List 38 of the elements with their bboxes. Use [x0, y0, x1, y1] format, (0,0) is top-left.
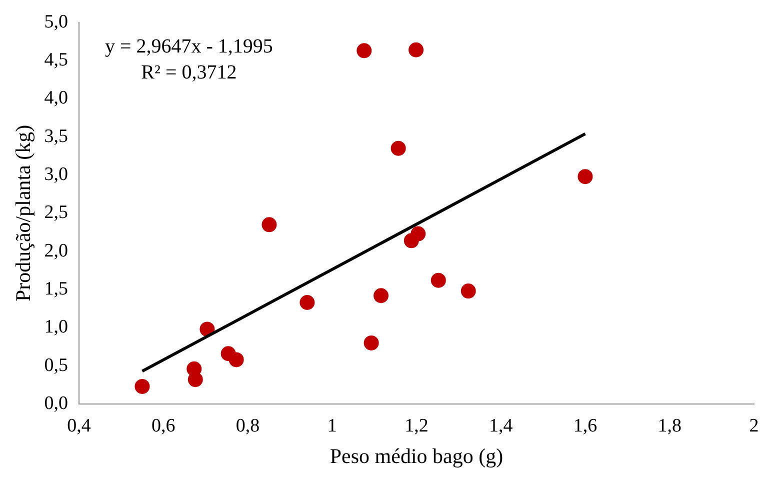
x-tick-label: 1,8 — [658, 415, 682, 436]
y-tick-label: 2,5 — [44, 202, 68, 224]
x-tick-label: 1,6 — [573, 415, 598, 436]
y-tick-label: 4,5 — [44, 50, 68, 71]
point — [262, 217, 277, 232]
point — [134, 378, 150, 394]
y-tick-label: 1,0 — [44, 316, 68, 338]
y-tick-label: 3,0 — [44, 164, 68, 186]
x-tick-label: 1 — [327, 415, 337, 436]
annotation: R² = 0,3712 — [141, 61, 237, 84]
y-tick-label: 5,0 — [44, 11, 68, 32]
x-axis-title: Peso médio bago (g) — [330, 444, 504, 468]
x-tick-label: 2 — [749, 415, 759, 436]
x-tick-label: 0,6 — [151, 415, 176, 436]
x-tick-label: 1,4 — [488, 415, 514, 436]
point — [578, 169, 593, 184]
y-tick-label: 0,5 — [44, 354, 68, 376]
point — [364, 335, 379, 350]
point — [408, 42, 424, 58]
y-tick-label: 0,0 — [44, 392, 68, 414]
y-tick-label: 4,0 — [44, 88, 68, 109]
annotation: y = 2,9647x - 1,1995 — [104, 35, 273, 58]
point — [356, 43, 372, 58]
point — [460, 284, 476, 299]
y-tick-label: 2,0 — [44, 240, 68, 262]
x-tick-label: 0,4 — [67, 415, 92, 436]
y-tick-label: 1,5 — [44, 278, 68, 300]
point — [300, 294, 315, 310]
y-axis-title: Produção/planta (kg) — [11, 124, 36, 302]
y-tick-label: 3,5 — [44, 126, 68, 147]
point — [188, 372, 203, 388]
point — [410, 226, 426, 242]
point — [390, 140, 406, 156]
point — [430, 272, 446, 288]
point — [374, 288, 389, 304]
point — [228, 352, 244, 368]
x-tick-label: 0,8 — [236, 415, 260, 436]
x-tick-label: 1,2 — [404, 415, 428, 436]
